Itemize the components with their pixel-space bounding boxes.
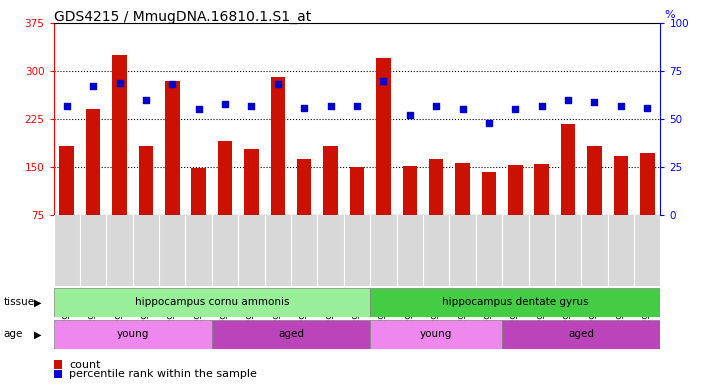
Point — [431, 103, 442, 109]
Point — [510, 106, 521, 113]
Point — [219, 101, 231, 107]
Point — [193, 106, 204, 113]
Bar — [323, 146, 338, 215]
Point — [563, 97, 574, 103]
Bar — [403, 166, 417, 215]
Bar — [297, 159, 311, 215]
Bar — [218, 141, 232, 215]
Text: aged: aged — [278, 329, 304, 339]
Bar — [54, 320, 212, 349]
Point — [404, 112, 416, 118]
Bar — [560, 124, 575, 215]
Bar — [350, 167, 364, 215]
Bar — [456, 162, 470, 215]
Point — [272, 81, 283, 88]
Point — [642, 104, 653, 111]
Bar — [271, 78, 285, 215]
Bar — [508, 165, 523, 215]
Point — [246, 103, 257, 109]
Bar — [370, 288, 660, 317]
Point — [457, 106, 468, 113]
Bar — [535, 164, 549, 215]
Text: GDS4215 / MmugDNA.16810.1.S1_at: GDS4215 / MmugDNA.16810.1.S1_at — [54, 10, 311, 23]
Text: young: young — [116, 329, 149, 339]
Point — [378, 78, 389, 84]
Text: age: age — [4, 329, 23, 339]
Bar — [502, 320, 660, 349]
Bar — [54, 288, 370, 317]
Point — [351, 103, 363, 109]
Bar — [429, 159, 443, 215]
Point — [87, 83, 99, 89]
Point — [61, 103, 72, 109]
Text: %: % — [665, 10, 675, 20]
Bar — [139, 146, 154, 215]
Point — [166, 81, 178, 88]
Bar — [640, 153, 655, 215]
Text: hippocampus dentate gyrus: hippocampus dentate gyrus — [442, 297, 588, 308]
Bar — [482, 172, 496, 215]
Text: hippocampus cornu ammonis: hippocampus cornu ammonis — [135, 297, 289, 308]
Bar — [212, 320, 370, 349]
Bar — [191, 168, 206, 215]
Bar — [587, 146, 602, 215]
Bar — [613, 156, 628, 215]
Bar — [244, 149, 258, 215]
Text: tissue: tissue — [4, 297, 35, 308]
Text: ▶: ▶ — [34, 329, 42, 339]
Text: percentile rank within the sample: percentile rank within the sample — [69, 369, 257, 379]
Point — [325, 103, 336, 109]
Text: count: count — [69, 360, 101, 370]
Bar — [165, 81, 179, 215]
Text: ▶: ▶ — [34, 297, 42, 308]
Point — [140, 97, 151, 103]
Bar — [376, 58, 391, 215]
Bar — [86, 109, 101, 215]
Point — [114, 79, 125, 86]
Text: aged: aged — [568, 329, 594, 339]
Text: young: young — [420, 329, 453, 339]
Point — [536, 103, 548, 109]
Point — [589, 99, 600, 105]
Point — [483, 120, 495, 126]
Bar — [370, 320, 502, 349]
Bar — [112, 55, 127, 215]
Point — [615, 103, 627, 109]
Point — [298, 104, 310, 111]
Bar — [59, 146, 74, 215]
